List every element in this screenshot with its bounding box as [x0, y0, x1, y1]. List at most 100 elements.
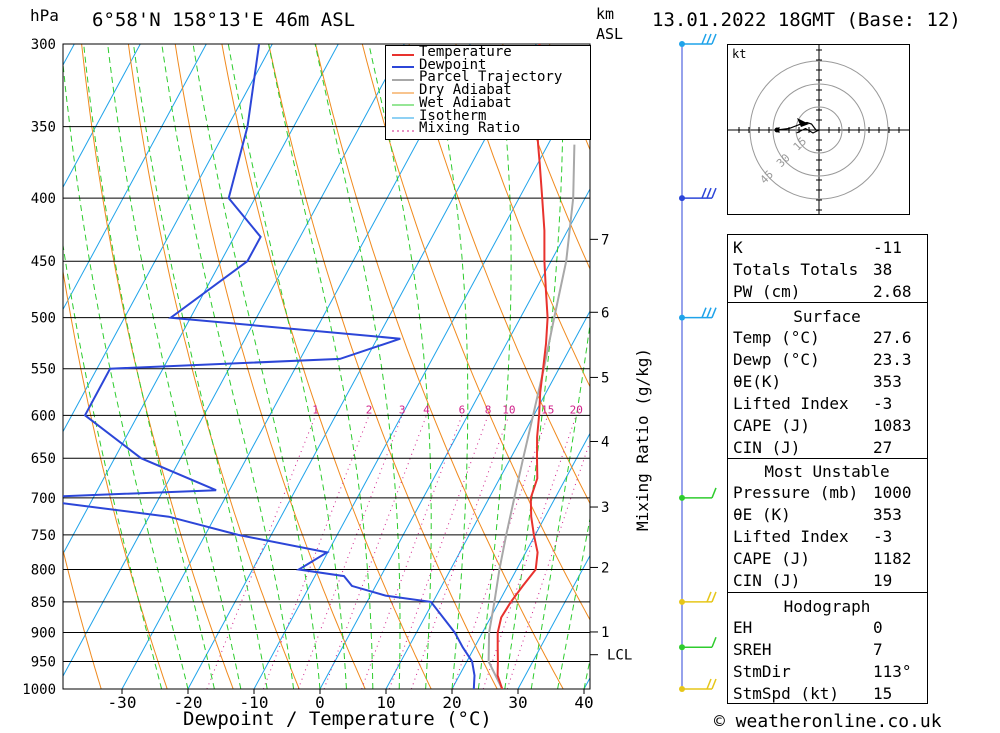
- wet-adiabat-line: [227, 44, 347, 689]
- mixing-ratio-label: 25: [592, 403, 605, 416]
- parcel-line: [487, 144, 576, 689]
- hodograph-row-label: SREH: [733, 640, 772, 659]
- pressure-tick-label: 650: [31, 451, 56, 467]
- km-tick-label: LCL: [607, 648, 632, 664]
- dry-adiabat-line: [924, 44, 1000, 689]
- most-unstable-row-label: CIN (J): [733, 571, 801, 590]
- legend-isotherm: Isotherm: [419, 107, 487, 124]
- x-tick-label: 10: [376, 693, 395, 712]
- pressure-tick-label: 350: [31, 120, 56, 136]
- dry-adiabat-line: [63, 548, 102, 689]
- x-tick-label: -30: [108, 693, 137, 712]
- km-tick-label: 6: [601, 305, 609, 321]
- surface-row-label: Temp (°C): [733, 328, 820, 347]
- x-tick-label: -20: [174, 693, 203, 712]
- pressure-tick-label: 300: [31, 37, 56, 53]
- most-unstable-row-value: 19: [873, 571, 893, 590]
- pressure-tick-label: 400: [31, 191, 56, 207]
- km-tick-label: 1: [601, 625, 609, 641]
- isotherm-line: [385, 310, 590, 689]
- pressure-tick-label: 1000: [22, 682, 56, 698]
- wind-barb-flag: [711, 487, 717, 499]
- x-tick-label: 20: [442, 693, 461, 712]
- wind-barb-flag: [701, 307, 707, 318]
- wet-adiabat-line: [429, 44, 469, 689]
- mixing-ratio-label: 3: [399, 403, 406, 416]
- mixing-ratio-label: 2: [366, 403, 373, 416]
- pressure-tick-label: 700: [31, 491, 56, 507]
- isotherm-line: [63, 44, 405, 678]
- surface-row-value: 353: [873, 372, 902, 391]
- pressure-unit: hPa: [30, 6, 59, 25]
- wind-barb-flag: [711, 678, 717, 690]
- credit-link[interactable]: © weatheronline.co.uk: [714, 711, 942, 732]
- most-unstable-table: Most Unstable Pressure (mb) 1000 θE (K) 353…: [727, 458, 928, 593]
- km-tick-label: 7: [601, 232, 609, 248]
- surface-row-label: Lifted Index: [733, 394, 849, 413]
- hodograph-table: Hodograph EH 0 SREH 7 StmDir 113° StmSpd (kt) 1…: [727, 592, 928, 704]
- pw-value: 2.68: [873, 282, 912, 301]
- wet-adiabat-line: [477, 44, 512, 689]
- hodograph-row-label: StmDir: [733, 662, 791, 681]
- dewpoint-line: [63, 44, 476, 689]
- pressure-tick-label: 800: [31, 562, 56, 578]
- hodograph-row-label: EH: [733, 618, 753, 637]
- hodograph-row-value: 0: [873, 618, 883, 637]
- isotherm-line: [517, 554, 590, 689]
- mixing-ratio-label: 4: [423, 403, 430, 416]
- pressure-tick-label: 750: [31, 528, 56, 544]
- x-tick-label: 40: [574, 693, 593, 712]
- hodo-ring: [795, 106, 843, 154]
- dry-adiabat-line: [970, 44, 1000, 689]
- storm-motion-arrow: [797, 118, 809, 127]
- legend-mixing-ratio: Mixing Ratio: [419, 120, 521, 137]
- dry-adiabat-line: [315, 44, 564, 689]
- legend-dry-adiabat: Dry Adiabat: [419, 82, 512, 99]
- mixing-ratio-line: [388, 415, 489, 689]
- legend-dewpoint: Dewpoint: [419, 56, 487, 73]
- hodograph-row-value: 15: [873, 684, 893, 703]
- most-unstable-row-label: Pressure (mb): [733, 483, 859, 502]
- surface-row-value: 1083: [873, 416, 912, 435]
- isotherm-line: [319, 187, 590, 689]
- wet-adiabat-line: [133, 44, 268, 689]
- plot-frame: [62, 43, 591, 690]
- hodograph-trace: [776, 121, 820, 134]
- mixing-ratio-line: [262, 415, 370, 689]
- pw-label: PW (cm): [733, 282, 801, 301]
- km-tick-label: 4: [601, 434, 609, 450]
- pressure-tick-label: 600: [31, 408, 56, 424]
- mixing-ratio-line: [206, 415, 317, 689]
- k-value: -11: [873, 238, 902, 257]
- surface-row-label: Dewp (°C): [733, 350, 820, 369]
- location-label: 6°58'N 158°13'E 46m ASL: [92, 9, 356, 31]
- wind-barb-flag: [711, 187, 717, 199]
- mixing-ratio-label: 6: [459, 403, 466, 416]
- legend-swatches: [392, 54, 414, 132]
- wind-barb-flag: [706, 678, 712, 690]
- wind-barb-flag: [706, 187, 712, 199]
- hodo-unit: kt: [732, 47, 746, 61]
- most-unstable-row-label: Lifted Index: [733, 527, 849, 546]
- wind-barb-flag: [706, 591, 712, 603]
- surface-row-label: CAPE (J): [733, 416, 811, 435]
- isotherm-line: [451, 432, 590, 689]
- surface-title: Surface: [793, 307, 861, 326]
- surface-row-value: 23.3: [873, 350, 912, 369]
- legend: Temperature Dewpoint Parcel Trajectory D…: [385, 45, 591, 140]
- km-label: km: [596, 5, 615, 23]
- isotherm-line: [121, 44, 471, 689]
- wind-barb-flag: [711, 33, 717, 45]
- x-tick-label: -10: [240, 693, 269, 712]
- most-unstable-row-label: θE (K): [733, 505, 791, 524]
- surface-row-value: 27.6: [873, 328, 912, 347]
- tt-label: Totals Totals: [733, 260, 859, 279]
- wind-barb-flag: [706, 33, 712, 45]
- asl-label: ASL: [596, 25, 624, 43]
- wet-adiabat-line: [504, 44, 564, 689]
- mixing-ratio-label: 8: [485, 403, 492, 416]
- isotherm-line: [63, 44, 207, 311]
- x-tick-label: 0: [315, 693, 325, 712]
- wet-adiabat-line: [192, 44, 321, 689]
